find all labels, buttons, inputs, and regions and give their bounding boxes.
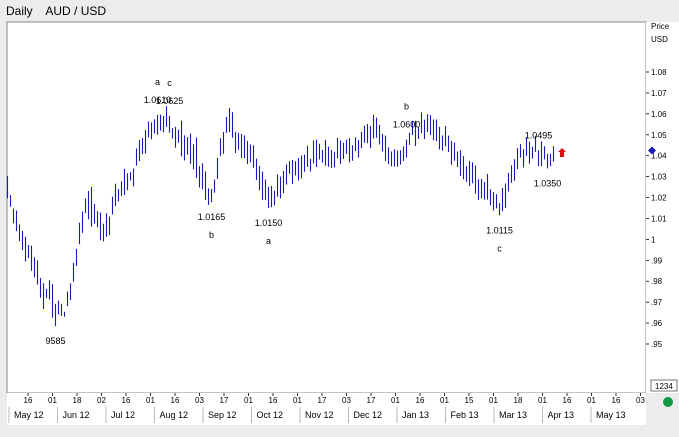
- y-tick-label: .99: [651, 256, 663, 265]
- wave-label: b: [209, 230, 214, 240]
- month-label: Apr 13: [548, 410, 575, 420]
- x-tick-label: 17: [318, 396, 327, 405]
- annotation-price: 1.0150: [255, 218, 283, 228]
- x-tick-label: 18: [514, 396, 523, 405]
- month-label: Aug 12: [160, 410, 189, 420]
- y-tick-label: .95: [651, 340, 663, 349]
- x-tick-label: 01: [146, 396, 155, 405]
- y-tick-label: .97: [651, 298, 663, 307]
- y-tick-label: .98: [651, 277, 663, 286]
- x-tick-label: 15: [465, 396, 474, 405]
- month-axis-panel: [7, 407, 646, 425]
- annotation-price: 1.0610: [144, 95, 172, 105]
- annotation-price: 1.0625: [156, 96, 184, 106]
- x-tick-label: 01: [244, 396, 253, 405]
- chart-title: Daily AUD / USD: [6, 4, 106, 18]
- wave-label: c: [497, 243, 502, 253]
- x-tick-label: 01: [293, 396, 302, 405]
- corner-readout-box: [650, 379, 678, 392]
- chart-header: Daily AUD / USD: [0, 0, 679, 22]
- x-tick-label: 03: [636, 396, 645, 405]
- x-tick-label: 01: [538, 396, 547, 405]
- annotation-price: 1.0600: [393, 120, 421, 130]
- x-tick-label: 01: [440, 396, 449, 405]
- period-label: Daily: [6, 4, 33, 18]
- y-tick-label: 1.02: [651, 194, 667, 203]
- y-axis-label-price: Price: [651, 22, 670, 31]
- wave-label: b: [404, 102, 409, 112]
- annotation-price: 1.0495: [525, 130, 553, 140]
- diamond-icon: [648, 146, 656, 155]
- y-axis: .95 .96 .97 .98 .99 1 1.01 1.02 1.03 1.04 1.05 1.06…: [646, 68, 667, 349]
- x-tick-label: 18: [73, 396, 82, 405]
- y-tick-label: 1: [651, 235, 656, 244]
- x-tick-label: 01: [48, 396, 57, 405]
- annotation-price: 1.0165: [198, 212, 226, 222]
- status-dot-icon[interactable]: [663, 397, 673, 407]
- x-tick-label: 01: [391, 396, 400, 405]
- plot-area: [6, 21, 647, 394]
- annotation-price: 1.0115: [486, 225, 513, 235]
- last-price-diamond: [648, 146, 656, 155]
- month-axis: May 12 Jun 12 Jul 12 Aug 12 Sep 12 Oct 12 Nov …: [8, 407, 626, 423]
- x-tick-label: 03: [342, 396, 351, 405]
- annotation-price: 9585: [45, 336, 65, 346]
- y-tick-label: 1.01: [651, 214, 667, 223]
- x-tick-label: 16: [612, 396, 621, 405]
- x-tick-label: 16: [563, 396, 572, 405]
- wave-label: a: [155, 77, 160, 87]
- month-label: Mar 13: [499, 410, 527, 420]
- month-label: Jun 12: [63, 410, 90, 420]
- x-tick-label: 03: [195, 396, 204, 405]
- y-tick-label: 1.08: [651, 68, 667, 77]
- x-tick-label: 16: [171, 396, 180, 405]
- time-axis-panel: [7, 393, 646, 407]
- y-tick-label: 1.06: [651, 110, 667, 119]
- x-tick-label: 01: [489, 396, 498, 405]
- month-label: May 12: [14, 410, 44, 420]
- x-tick-label: 17: [367, 396, 376, 405]
- up-arrow-marker: [558, 148, 566, 157]
- y-axis-label-usd: USD: [651, 35, 668, 44]
- month-label: Dec 12: [354, 410, 383, 420]
- corner-readout: 1234: [655, 382, 673, 391]
- x-tick-label: 17: [220, 396, 229, 405]
- up-arrow-icon: [558, 148, 566, 157]
- x-tick-label: 16: [269, 396, 278, 405]
- annotation-price: 1.0350: [534, 178, 562, 188]
- month-label: Jan 13: [402, 410, 429, 420]
- x-axis: 16 01 18 02 16 01 16 03 17 01 16 01 17 03 17 01 16 01 15 01…: [24, 393, 645, 405]
- x-tick-label: 16: [24, 396, 33, 405]
- y-tick-label: 1.07: [651, 89, 667, 98]
- month-label: Feb 13: [451, 410, 479, 420]
- x-tick-label: 16: [122, 396, 131, 405]
- month-label: Sep 12: [208, 410, 237, 420]
- month-label: Oct 12: [257, 410, 284, 420]
- wave-label: c: [167, 78, 172, 88]
- price-bars: [6, 106, 555, 327]
- price-axis-panel: [646, 22, 679, 393]
- month-label: Jul 12: [111, 410, 135, 420]
- y-tick-label: 1.03: [651, 173, 667, 182]
- y-tick-label: 1.04: [651, 152, 667, 161]
- y-tick-label: 1.05: [651, 131, 667, 140]
- x-tick-label: 16: [416, 396, 425, 405]
- x-tick-label: 01: [587, 396, 596, 405]
- month-label: May 13: [596, 410, 626, 420]
- wave-annotations: 1.0610 a 1.0625 c 1.0165 b 1.0150 a 1.0600 b 1.011…: [45, 77, 561, 346]
- wave-label: a: [266, 236, 271, 246]
- month-label: Nov 12: [305, 410, 334, 420]
- x-tick-label: 02: [97, 396, 106, 405]
- y-tick-label: .96: [651, 319, 663, 328]
- symbol-label: AUD / USD: [45, 4, 107, 18]
